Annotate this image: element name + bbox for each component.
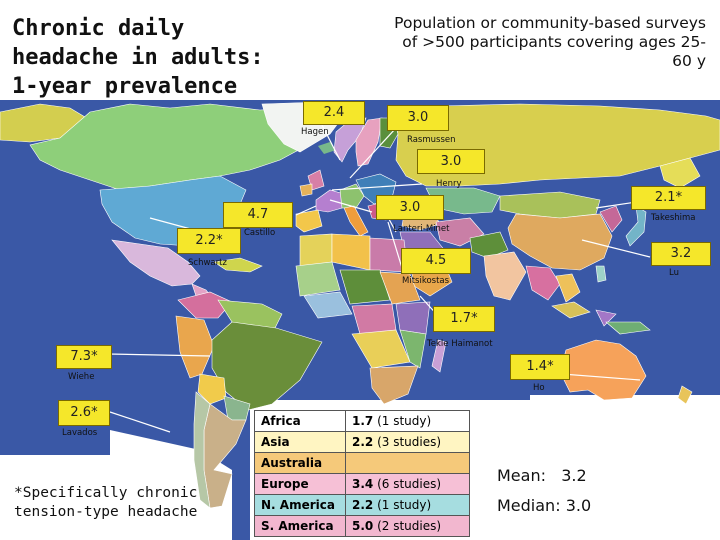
value-label-castillo: 4.7 bbox=[223, 202, 293, 228]
value-label-rasmussen: 3.0 bbox=[387, 105, 449, 131]
region-name: Australia bbox=[254, 452, 346, 474]
value-label-lavados: 2.6* bbox=[58, 400, 110, 426]
page-title: Chronic daily headache in adults: 1-year… bbox=[12, 16, 264, 99]
region-summary-table: Africa 1.7 (1 study) Asia 2.2 (3 studies… bbox=[254, 410, 470, 537]
author-label-takeshima: Takeshima bbox=[651, 213, 696, 223]
region-row: Europe 3.4 (6 studies) bbox=[254, 473, 470, 495]
subtitle: Population or community-based surveys of… bbox=[394, 14, 706, 70]
region-value: 5.0 (2 studies) bbox=[345, 515, 470, 537]
author-label-lavados: Lavados bbox=[62, 428, 98, 438]
north-america bbox=[0, 103, 319, 305]
europe bbox=[295, 117, 405, 237]
footnote: *Specifically chronic tension-type heada… bbox=[14, 485, 198, 520]
median-row: Median: 3.0 bbox=[497, 491, 591, 521]
region-prevalence: 5.0 bbox=[352, 519, 374, 533]
region-row: Asia 2.2 (3 studies) bbox=[254, 431, 470, 453]
region-study-count: (6 studies) bbox=[377, 477, 442, 491]
australia bbox=[559, 339, 693, 405]
value-label-tekle-haimanot: 1.7* bbox=[433, 306, 495, 332]
region-value: 2.2 (1 study) bbox=[345, 494, 470, 516]
region-name: Asia bbox=[254, 431, 346, 453]
value-label-takeshima: 2.1* bbox=[631, 186, 706, 210]
region-study-count: (3 studies) bbox=[377, 435, 442, 449]
region-row: Africa 1.7 (1 study) bbox=[254, 410, 470, 432]
value-label-mitsikostas: 4.5 bbox=[401, 248, 471, 274]
mean-label: Mean: bbox=[497, 466, 546, 485]
region-prevalence: 3.4 bbox=[352, 477, 374, 491]
region-name: Europe bbox=[254, 473, 346, 495]
region-prevalence: 2.2 bbox=[352, 435, 374, 449]
south-america bbox=[175, 291, 323, 509]
value-label-hagen: 2.4 bbox=[303, 101, 365, 125]
author-label-wiehe: Wiehe bbox=[68, 372, 95, 382]
value-label-lanteri-minet: 3.0 bbox=[376, 195, 444, 220]
author-label-lu: Lu bbox=[669, 268, 679, 278]
iceland bbox=[318, 142, 336, 154]
region-study-count: (1 study) bbox=[377, 498, 432, 512]
value-label-ho: 1.4* bbox=[510, 354, 570, 380]
author-label-henry: Henry bbox=[436, 179, 462, 189]
author-label-hagen: Hagen bbox=[301, 127, 329, 137]
author-label-mitsikostas: Mitsikostas bbox=[402, 276, 450, 286]
author-label-schwartz: Schwartz bbox=[188, 258, 227, 268]
region-value: 2.2 (3 studies) bbox=[345, 431, 470, 453]
mean-value: 3.2 bbox=[561, 466, 587, 485]
median-value: 3.0 bbox=[565, 496, 592, 515]
author-label-castillo: Castillo bbox=[244, 228, 276, 238]
region-row: N. America 2.2 (1 study) bbox=[254, 494, 470, 516]
southeast-asia bbox=[551, 301, 651, 335]
value-label-lu: 3.2 bbox=[651, 242, 711, 266]
region-value bbox=[345, 452, 470, 474]
author-label-tekle-haimanot: Tekle Haimanot bbox=[427, 339, 493, 349]
summary-stats: Mean: 3.2 Median: 3.0 bbox=[497, 461, 591, 521]
author-label-rasmussen: Rasmussen bbox=[407, 135, 456, 145]
region-row: Australia bbox=[254, 452, 470, 474]
region-row: S. America 5.0 (2 studies) bbox=[254, 515, 470, 537]
value-label-wiehe: 7.3* bbox=[56, 345, 112, 369]
region-prevalence: 1.7 bbox=[352, 414, 374, 428]
region-name: Africa bbox=[254, 410, 346, 432]
region-name: S. America bbox=[254, 515, 346, 537]
region-value: 1.7 (1 study) bbox=[345, 410, 470, 432]
region-value: 3.4 (6 studies) bbox=[345, 473, 470, 495]
mean-row: Mean: 3.2 bbox=[497, 461, 591, 491]
value-label-henry: 3.0 bbox=[417, 149, 485, 174]
author-label-ho: Ho bbox=[533, 383, 545, 393]
east-asia bbox=[499, 191, 647, 303]
region-name: N. America bbox=[254, 494, 346, 516]
region-study-count: (2 studies) bbox=[377, 519, 442, 533]
author-label-lanteri-minet: Lanteri-Minet bbox=[393, 224, 450, 234]
region-prevalence: 2.2 bbox=[352, 498, 374, 512]
region-study-count: (1 study) bbox=[377, 414, 432, 428]
value-label-schwartz: 2.2* bbox=[177, 228, 241, 254]
median-label: Median: bbox=[497, 496, 561, 515]
